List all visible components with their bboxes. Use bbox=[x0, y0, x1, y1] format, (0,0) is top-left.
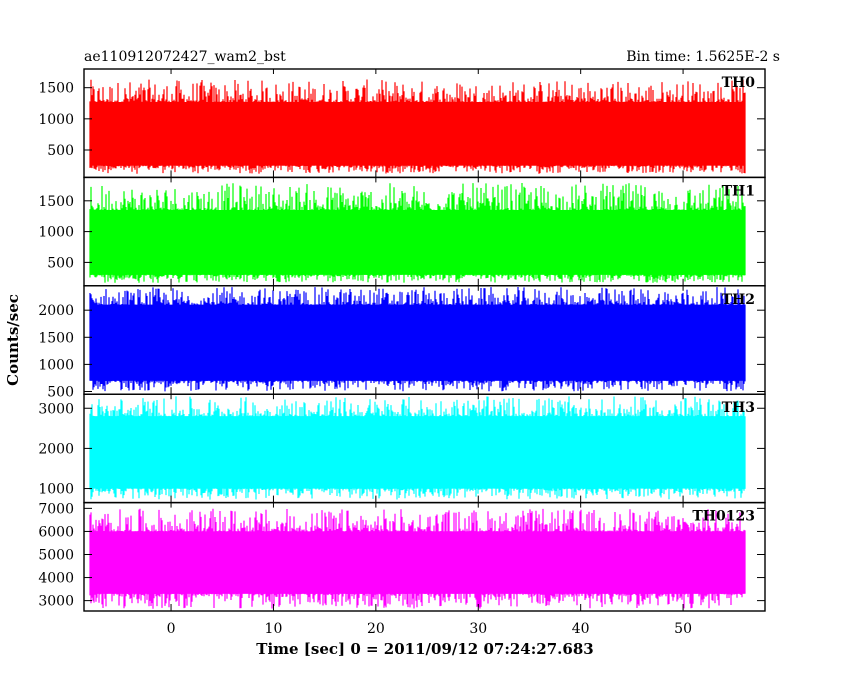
y-tick-label: 5000 bbox=[38, 547, 74, 563]
series-th0123-trace bbox=[89, 508, 746, 609]
series-th3-core bbox=[90, 416, 745, 489]
x-tick-label: 40 bbox=[572, 621, 590, 637]
x-tick-label: 10 bbox=[265, 621, 283, 637]
panel-th1: 500 1000 1500 TH1 bbox=[38, 176, 766, 287]
y-tick-label: 500 bbox=[47, 384, 74, 400]
series-th2-core bbox=[90, 304, 745, 381]
y-tick-label: 3000 bbox=[38, 594, 74, 610]
series-th3-trace bbox=[89, 396, 746, 500]
panel-frame bbox=[83, 501, 766, 612]
y-tick-label: 4000 bbox=[38, 571, 74, 587]
y-tick-label: 2000 bbox=[38, 441, 74, 457]
panel-th0123: 3000 4000 5000 6000 7000 TH0123 bbox=[38, 501, 766, 612]
y-tick-label: 1500 bbox=[38, 81, 74, 97]
x-tick-label: 20 bbox=[367, 621, 385, 637]
x-axis-label: Time [sec] 0 = 2011/09/12 07:24:27.683 bbox=[256, 640, 593, 658]
panel-label-th3: TH3 bbox=[722, 400, 755, 416]
panel-label-th0: TH0 bbox=[722, 75, 756, 91]
series-th0123-core bbox=[90, 531, 745, 594]
x-axis: 0 10 20 30 40 50 bbox=[167, 621, 692, 637]
y-tick-label: 6000 bbox=[38, 524, 74, 540]
x-tick-label: 50 bbox=[674, 621, 692, 637]
series-th1-trace bbox=[89, 183, 746, 283]
chart-title-left: ae110912072427_wam2_bst bbox=[84, 49, 286, 65]
panel-label-th2: TH2 bbox=[722, 292, 755, 308]
panels-group: 500 1000 1500 TH0 500 1000 1500 TH1 500 1000 1500 2… bbox=[38, 68, 766, 612]
y-tick-label: 500 bbox=[47, 255, 74, 271]
y-tick-label: 1000 bbox=[38, 482, 74, 498]
panel-label-th1: TH1 bbox=[722, 183, 755, 199]
y-tick-label: 3000 bbox=[38, 401, 74, 417]
chart-title-right: Bin time: 1.5625E-2 s bbox=[626, 49, 780, 65]
panel-label-th0123: TH0123 bbox=[692, 509, 755, 525]
panel-th3: 1000 2000 3000 TH3 bbox=[38, 393, 766, 504]
y-tick-label: 1500 bbox=[38, 194, 74, 210]
x-tick-label: 0 bbox=[167, 621, 176, 637]
series-th2-trace bbox=[89, 287, 746, 392]
series-th1-core bbox=[90, 210, 745, 275]
y-tick-label: 7000 bbox=[38, 501, 74, 517]
y-tick-label: 1000 bbox=[38, 357, 74, 373]
series-th0-core bbox=[90, 102, 745, 166]
y-tick-label: 2000 bbox=[38, 303, 74, 319]
y-tick-label: 1000 bbox=[38, 225, 74, 241]
series-th0-trace bbox=[89, 79, 746, 174]
y-tick-label: 1500 bbox=[38, 330, 74, 346]
y-axis-label: Counts/sec bbox=[4, 294, 22, 386]
panel-th0: 500 1000 1500 TH0 bbox=[38, 68, 766, 179]
y-tick-label: 500 bbox=[47, 143, 74, 159]
x-tick-label: 30 bbox=[469, 621, 487, 637]
y-tick-label: 1000 bbox=[38, 112, 74, 128]
panel-th2: 500 1000 1500 2000 TH2 bbox=[38, 285, 766, 400]
